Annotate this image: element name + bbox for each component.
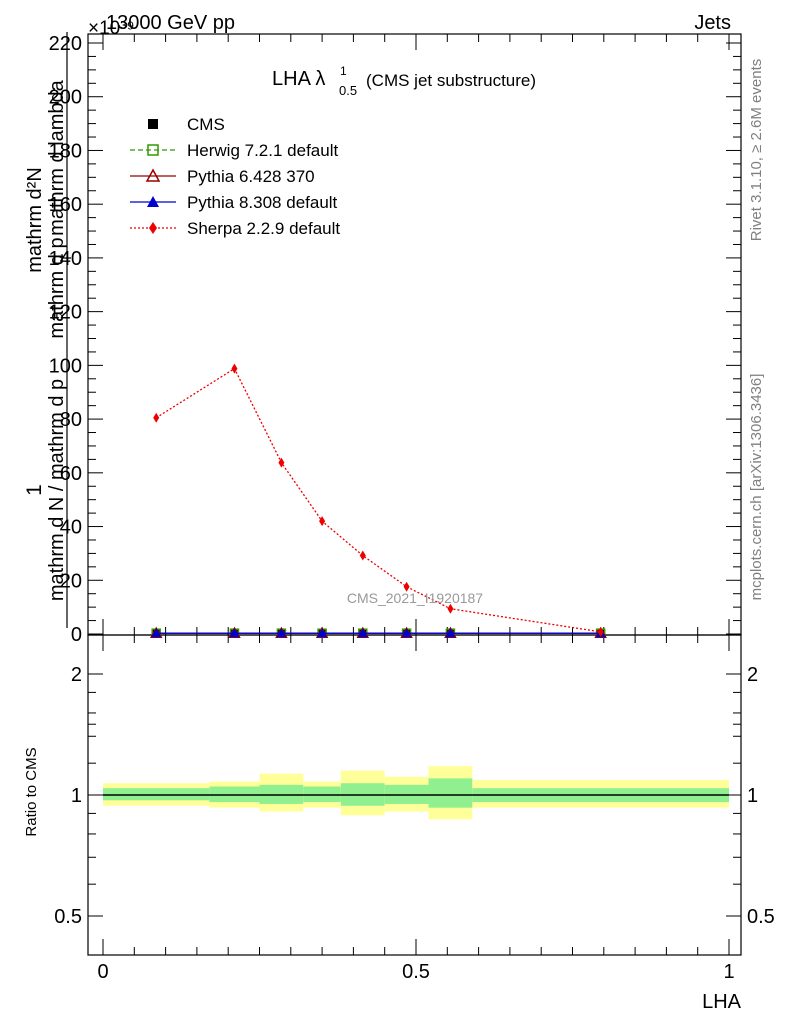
legend-item: Herwig 7.2.1 default xyxy=(130,141,338,160)
legend: CMS Herwig 7.2.1 default Pythia 6.428 370 P… xyxy=(130,115,340,238)
main-y-axis-label: 1 mathrm d N / mathrm d p mathrm d²N mat… xyxy=(23,32,74,628)
data-point xyxy=(447,603,454,614)
main-y-tick-label: 40 xyxy=(60,517,82,539)
ratio-y-axis-label: Ratio to CMS xyxy=(23,747,40,836)
mcplots-citation-label: mcplots.cern.ch [arXiv:1306.3436] xyxy=(748,374,765,601)
ylabel-top: mathrm d²N xyxy=(24,167,46,273)
legend-item: Pythia 8.308 default xyxy=(130,193,338,212)
plot-title-sup: 1 xyxy=(340,64,347,78)
header-exponent: ×10³⁹ xyxy=(88,18,135,39)
data-point xyxy=(278,457,285,468)
legend-label: CMS xyxy=(187,115,225,134)
analysis-watermark: CMS_2021_I1920187 xyxy=(347,590,483,606)
plot-title-sub: 0.5 xyxy=(339,83,357,98)
data-point xyxy=(359,550,366,561)
ylabel-denominator: mathrm d N / mathrm d p xyxy=(46,379,68,601)
main-axes: 0 20 40 60 80 100 120 140 160 180 200 220 xyxy=(49,33,741,646)
x-tick-label: 0.5 xyxy=(402,961,430,983)
main-y-tick-label: 140 xyxy=(49,248,82,270)
data-point xyxy=(151,628,162,638)
main-y-tick-label: 160 xyxy=(49,194,82,216)
legend-label: Pythia 6.428 370 xyxy=(187,167,315,186)
data-point xyxy=(229,628,240,638)
main-plot-frame xyxy=(87,33,742,636)
series-layer xyxy=(149,363,607,638)
data-point xyxy=(231,363,238,374)
ratio-uncertainty-bands xyxy=(103,766,729,820)
ratio-y-tick-label-right: 0.5 xyxy=(747,906,775,928)
ylabel-top-denom-sub: T xyxy=(58,253,74,262)
main-y-tick-label: 100 xyxy=(49,355,82,377)
data-point xyxy=(276,628,287,638)
plot-title-note: (CMS jet substructure) xyxy=(366,71,536,90)
ylabel-numerator: 1 xyxy=(23,484,46,496)
data-point xyxy=(319,516,326,527)
ratio-axes: 0.5 0.5 1 1 2 2 0 0.5 1 xyxy=(54,635,775,983)
data-point xyxy=(153,412,160,423)
header-energy: 13000 GeV pp xyxy=(106,12,235,34)
main-y-tick-label: 220 xyxy=(49,33,82,55)
plot-title-main: LHA λ xyxy=(272,68,325,90)
rivet-version-label: Rivet 3.1.10, ≥ 2.6M events xyxy=(748,59,765,242)
legend-label: Pythia 8.308 default xyxy=(187,193,338,212)
main-y-tick-label: 180 xyxy=(49,140,82,162)
legend-item: CMS xyxy=(148,115,225,134)
legend-label: Herwig 7.2.1 default xyxy=(187,141,338,160)
legend-marker xyxy=(145,168,161,182)
legend-item: Pythia 6.428 370 xyxy=(130,167,315,186)
ratio-inner-band xyxy=(428,778,473,808)
ratio-y-tick-label: 0.5 xyxy=(54,906,82,928)
ratio-y-tick-label: 2 xyxy=(71,664,82,686)
legend-marker xyxy=(149,222,157,234)
ratio-inner-band xyxy=(103,788,210,801)
data-point xyxy=(317,628,328,638)
data-point xyxy=(445,628,456,638)
legend-marker xyxy=(147,196,159,207)
main-y-tick-label: 0 xyxy=(71,624,82,646)
data-point xyxy=(403,581,410,592)
data-point xyxy=(357,628,368,638)
ylabel-top-denom: mathrm d p xyxy=(46,237,68,338)
ratio-y-tick-label-right: 1 xyxy=(747,785,758,807)
legend-marker xyxy=(148,119,158,129)
series-4 xyxy=(153,363,604,637)
x-tick-label: 1 xyxy=(723,961,734,983)
ratio-y-tick-label-right: 2 xyxy=(747,664,758,686)
legend-item: Sherpa 2.2.9 default xyxy=(130,219,340,238)
main-y-tick-label: 120 xyxy=(49,302,82,324)
data-point xyxy=(401,628,412,638)
legend-marker xyxy=(147,144,159,156)
plot-title: LHA λ xyxy=(272,68,325,90)
x-tick-label: 0 xyxy=(97,961,108,983)
main-y-tick-label: 80 xyxy=(60,409,82,431)
data-point xyxy=(597,626,604,637)
x-axis-label: LHA xyxy=(702,991,742,1013)
series-line xyxy=(155,367,601,633)
header-process: Jets xyxy=(694,12,731,34)
main-y-tick-label: 60 xyxy=(60,463,82,485)
legend-label: Sherpa 2.2.9 default xyxy=(187,219,340,238)
main-y-tick-label: 20 xyxy=(60,570,82,592)
main-y-tick-label: 200 xyxy=(49,87,82,109)
ylabel-top-denom-end: mathrm d lambda xyxy=(46,79,68,235)
ratio-y-tick-label: 1 xyxy=(71,785,82,807)
series-3 xyxy=(151,628,606,638)
